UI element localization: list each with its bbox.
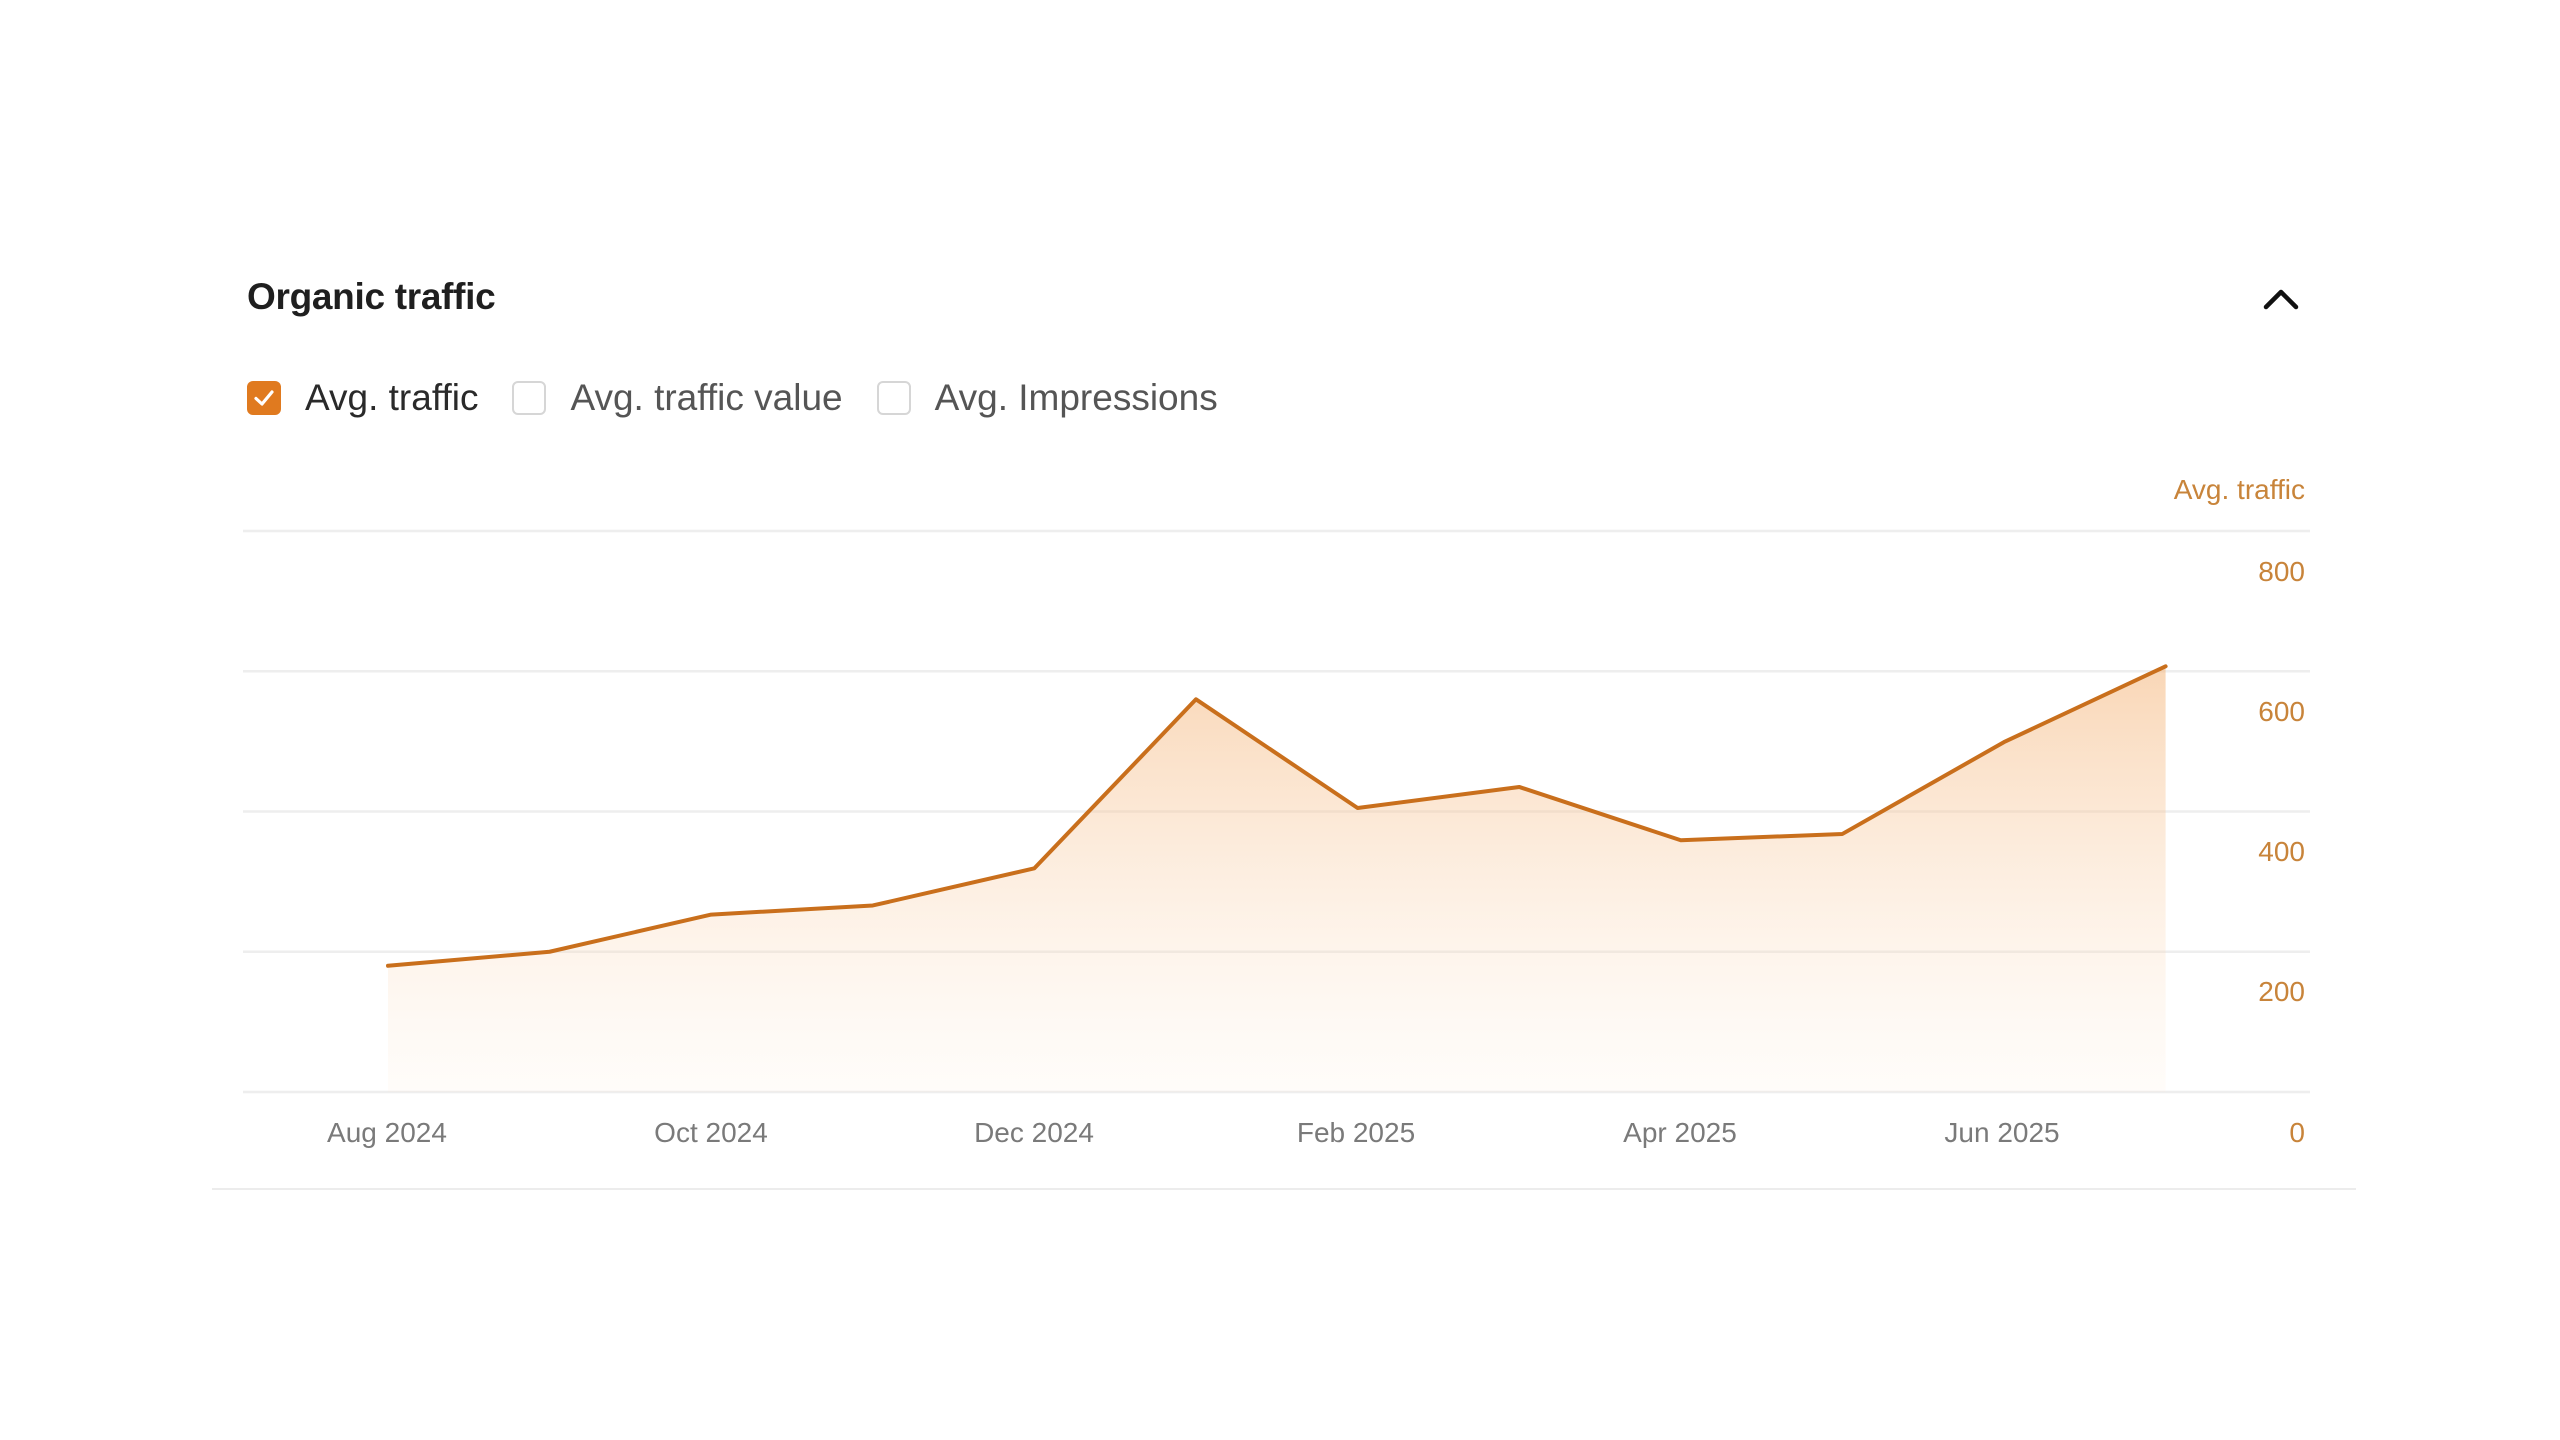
legend-item-avg-traffic[interactable]: Avg. traffic [247, 377, 478, 419]
chevron-up-icon [2263, 289, 2299, 310]
traffic-line[interactable] [386, 664, 2168, 968]
x-tick: Apr 2025 [1623, 1117, 1737, 1148]
checkmark-icon [254, 390, 274, 406]
y-tick-0: 0 [2289, 1117, 2305, 1148]
y-tick-400: 400 [2258, 836, 2305, 867]
series-legend: Avg. traffic Avg. traffic value Avg. Imp… [247, 377, 1218, 419]
x-tick: Aug 2024 [327, 1117, 447, 1148]
legend-label: Avg. traffic value [570, 377, 843, 418]
panel-title: Organic traffic [247, 276, 496, 317]
legend-label: Avg. Impressions [934, 377, 1218, 418]
area-fill [388, 666, 2166, 1092]
checkbox-avg-traffic[interactable] [247, 381, 281, 415]
y-axis-title: Avg. traffic [2173, 474, 2305, 505]
x-tick: Jun 2025 [1944, 1117, 2060, 1148]
legend-label: Avg. traffic [305, 377, 479, 418]
legend-item-avg-traffic-value[interactable]: Avg. traffic value [512, 377, 843, 419]
x-tick: Feb 2025 [1296, 1117, 1416, 1148]
legend-item-avg-impressions[interactable]: Avg. Impressions [876, 377, 1218, 419]
collapse-button[interactable] [2258, 280, 2304, 316]
checkbox-avg-impressions[interactable] [876, 381, 911, 415]
x-tick: Dec 2024 [974, 1117, 1094, 1148]
x-tick: Oct 2024 [654, 1117, 768, 1148]
y-tick-800: 800 [2258, 556, 2305, 587]
y-tick-600: 600 [2258, 696, 2305, 727]
y-tick-200: 200 [2258, 976, 2305, 1007]
panel-divider [212, 1188, 2356, 1190]
checkbox-avg-traffic-value[interactable] [512, 381, 547, 415]
